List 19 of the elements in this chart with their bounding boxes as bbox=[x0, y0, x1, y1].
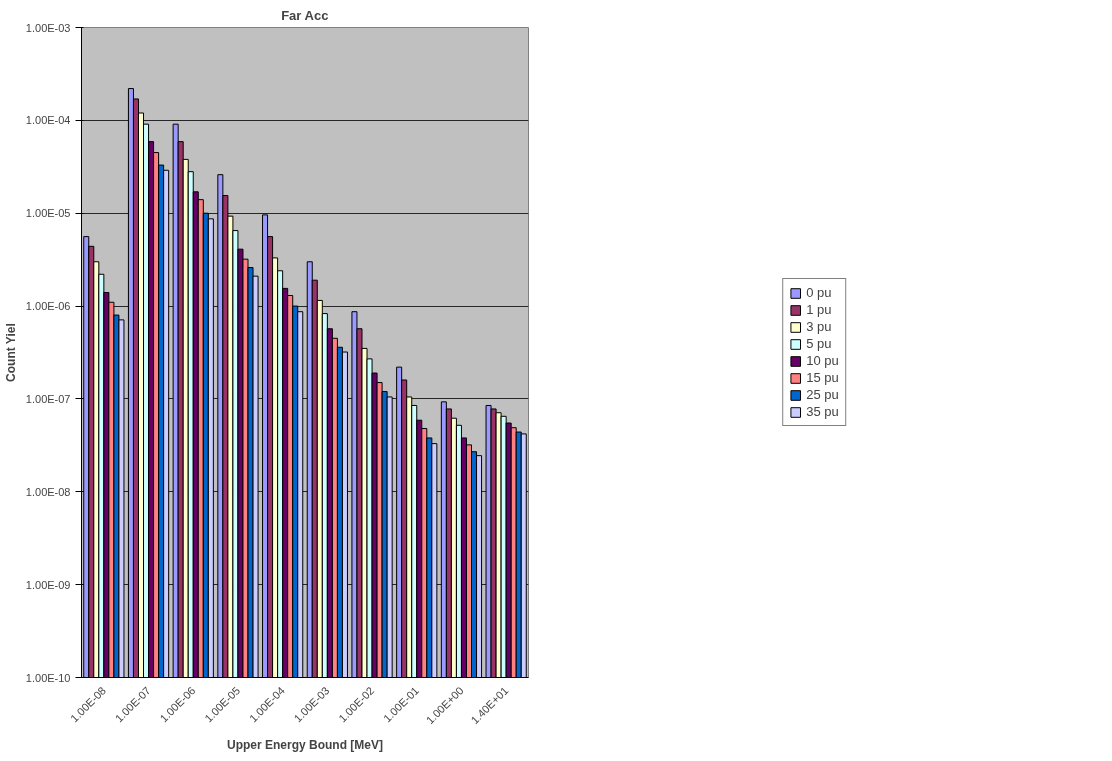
y-tick-label: 1.00E-06 bbox=[25, 300, 71, 313]
y-tick-label: 1.00E-03 bbox=[25, 21, 71, 34]
legend-label: 5 pu bbox=[806, 336, 832, 351]
legend-label: 25 pu bbox=[806, 387, 839, 402]
legend-label: 10 pu bbox=[806, 353, 839, 368]
x-axis-title: Upper Energy Bound [MeV] bbox=[227, 738, 384, 753]
y-tick-label: 1.00E-08 bbox=[25, 485, 71, 498]
y-tick-label: 1.00E-09 bbox=[25, 578, 71, 591]
y-tick-label: 1.00E-04 bbox=[25, 114, 71, 127]
legend-label: 0 pu bbox=[806, 285, 832, 300]
y-tick-label: 1.00E-10 bbox=[25, 671, 71, 684]
legend-label: 15 pu bbox=[806, 370, 839, 385]
chart-title: Far Acc bbox=[281, 7, 329, 23]
legend-label: 1 pu bbox=[806, 302, 832, 317]
y-tick-label: 1.00E-05 bbox=[25, 207, 71, 220]
legend-label: 35 pu bbox=[806, 404, 839, 419]
legend-label: 3 pu bbox=[806, 319, 832, 334]
y-axis-title: Count Yiel bbox=[3, 323, 18, 382]
y-tick-label: 1.00E-07 bbox=[25, 392, 71, 405]
